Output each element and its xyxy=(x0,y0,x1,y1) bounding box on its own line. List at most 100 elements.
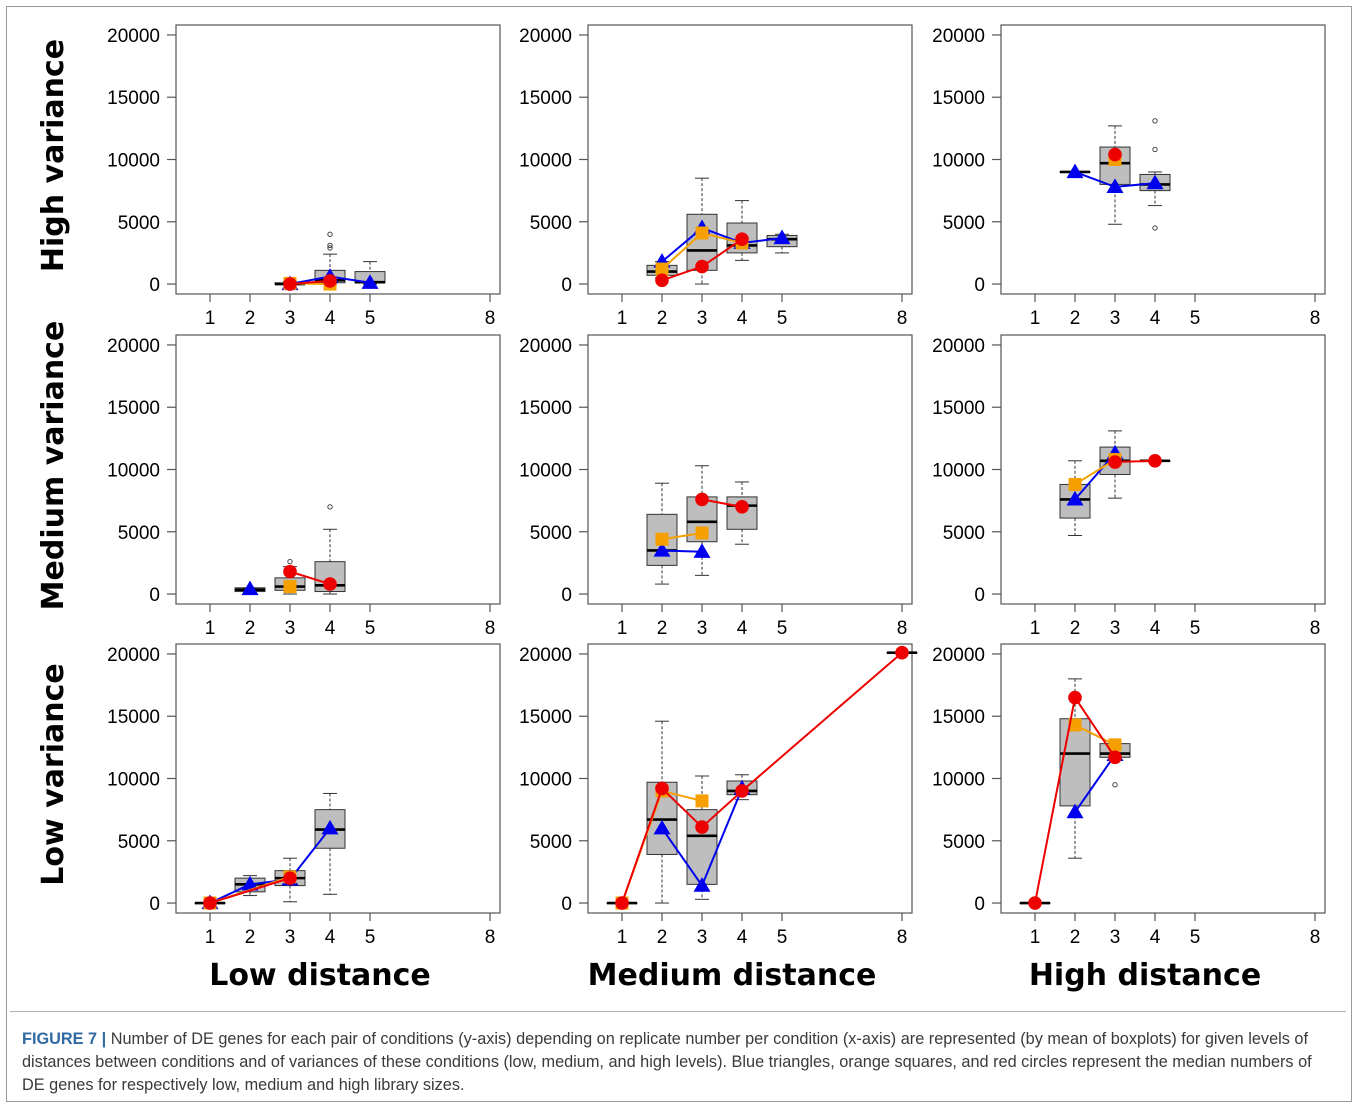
marker-red-circle xyxy=(735,232,749,247)
y-tick-label: 10000 xyxy=(107,151,160,172)
panel-high-variance-medium-distance: 0 5000 10000 15000 20000 1 2 3 4 5 8 xyxy=(519,24,913,329)
y-tick-label: 0 xyxy=(561,275,572,296)
x-tick-label: 3 xyxy=(1110,308,1121,329)
x-tick-label: 1 xyxy=(1030,927,1041,948)
marker-blue-triangle xyxy=(361,274,379,289)
caption-label: FIGURE 7 xyxy=(22,1030,98,1048)
plot-area xyxy=(1000,643,1326,914)
marker-red-circle xyxy=(323,274,337,288)
panel-low-variance-high-distance: 0 5000 10000 15000 20000 1 2 3 4 5 8 xyxy=(932,643,1326,948)
series-line-blue xyxy=(1074,754,1116,813)
y-tick-label: 20000 xyxy=(932,336,985,357)
x-tick-label: 1 xyxy=(617,308,628,329)
marker-blue-triangle xyxy=(653,819,671,835)
marker-blue-triangle xyxy=(773,229,791,245)
x-tick-label: 2 xyxy=(657,618,668,639)
y-tick-label: 20000 xyxy=(107,645,160,666)
marker-orange-square xyxy=(1068,718,1082,732)
marker-blue-triangle xyxy=(1146,174,1164,190)
marker-red-circle xyxy=(283,277,297,291)
y-tick-label: 15000 xyxy=(932,707,985,728)
x-tick-label: 4 xyxy=(737,927,748,948)
marker-red-circle xyxy=(1108,147,1122,162)
x-tick-label: 1 xyxy=(205,308,216,329)
x-tick-label: 4 xyxy=(1150,308,1161,329)
x-tick-label: 5 xyxy=(365,618,376,639)
marker-red-circle xyxy=(895,645,909,660)
y-tick-label: 15000 xyxy=(932,398,985,419)
y-tick-label: 0 xyxy=(974,894,985,915)
caption-separator: | xyxy=(97,1030,111,1048)
x-tick-label: 3 xyxy=(285,927,296,948)
marker-blue-triangle xyxy=(693,543,711,558)
marker-blue-triangle xyxy=(653,541,671,557)
y-tick-label: 10000 xyxy=(932,151,985,172)
panel-medium-variance-medium-distance: 0 5000 10000 15000 20000 1 2 3 4 5 8 xyxy=(519,334,913,639)
marker-orange-square xyxy=(1068,477,1082,491)
x-tick-label: 5 xyxy=(1190,927,1201,948)
x-tick-label: 1 xyxy=(1030,618,1041,639)
figure-frame xyxy=(6,6,1352,1102)
y-tick-label: 15000 xyxy=(519,88,572,109)
x-tick-label: 5 xyxy=(1190,308,1201,329)
y-tick-label: 15000 xyxy=(107,398,160,419)
x-tick-label: 8 xyxy=(1310,308,1321,329)
x-tick-label: 2 xyxy=(245,618,256,639)
x-tick-label: 5 xyxy=(365,927,376,948)
marker-red-circle xyxy=(655,781,669,796)
x-tick-label: 3 xyxy=(1110,618,1121,639)
x-tick-label: 4 xyxy=(325,618,336,639)
y-tick-label: 10000 xyxy=(932,770,985,791)
y-tick-label: 5000 xyxy=(118,832,160,853)
panel-high-variance-high-distance: 0 5000 10000 15000 20000 1 2 3 4 5 8 xyxy=(932,24,1326,329)
figure-caption: FIGURE 7 | Number of DE genes for each p… xyxy=(22,1028,1337,1097)
series-line-orange xyxy=(1074,458,1116,486)
marker-red-circle xyxy=(1068,690,1082,705)
plot-area xyxy=(587,334,913,605)
marker-red-circle xyxy=(735,784,749,798)
plot-area xyxy=(1000,24,1326,295)
y-tick-label: 20000 xyxy=(932,26,985,47)
y-tick-label: 15000 xyxy=(519,398,572,419)
plot-area xyxy=(587,643,913,914)
marker-red-circle xyxy=(695,492,709,507)
x-tick-label: 5 xyxy=(777,927,788,948)
row-label-medium-variance: Medium variance xyxy=(36,321,71,611)
outlier-point xyxy=(1152,225,1158,231)
marker-orange-square xyxy=(695,794,709,808)
y-tick-label: 0 xyxy=(974,585,985,606)
y-tick-label: 20000 xyxy=(519,645,572,666)
col-label-low-distance: Low distance xyxy=(209,958,431,993)
series-line-blue xyxy=(661,549,703,553)
marker-blue-triangle xyxy=(1066,490,1084,506)
marker-red-circle xyxy=(1108,750,1122,765)
plot-area xyxy=(1000,334,1326,605)
y-tick-label: 5000 xyxy=(118,213,160,234)
x-tick-label: 3 xyxy=(697,618,708,639)
y-tick-label: 5000 xyxy=(530,832,572,853)
outlier-point xyxy=(1152,118,1158,124)
marker-red-circle xyxy=(1148,453,1162,468)
outlier-point xyxy=(327,504,333,510)
x-tick-label: 1 xyxy=(617,927,628,948)
x-tick-label: 8 xyxy=(485,618,496,639)
outlier-point xyxy=(327,242,333,249)
row-label-low-variance: Low variance xyxy=(36,663,71,886)
series-line-blue xyxy=(661,226,783,263)
x-tick-label: 8 xyxy=(1310,927,1321,948)
series-line-orange xyxy=(1074,724,1116,746)
box xyxy=(1059,718,1091,807)
x-tick-label: 2 xyxy=(657,927,668,948)
marker-red-circle xyxy=(323,577,337,591)
marker-red-circle xyxy=(1108,455,1122,469)
y-tick-label: 5000 xyxy=(943,213,985,234)
marker-blue-triangle xyxy=(241,875,259,891)
x-tick-label: 3 xyxy=(697,927,708,948)
y-tick-label: 20000 xyxy=(107,26,160,47)
y-tick-label: 0 xyxy=(149,585,160,606)
x-tick-label: 4 xyxy=(1150,618,1161,639)
series-line-red xyxy=(289,570,331,586)
marker-blue-triangle xyxy=(1066,163,1084,179)
plot-area xyxy=(587,24,913,295)
x-tick-label: 4 xyxy=(737,618,748,639)
